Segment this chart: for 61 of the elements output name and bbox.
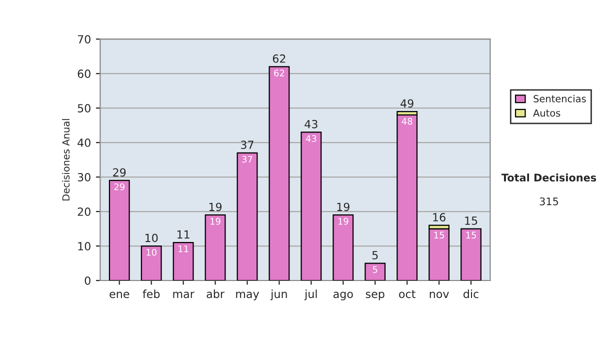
- bar: [140, 245, 162, 280]
- x-tick-label: oct: [399, 290, 416, 298]
- x-tick-label: may: [236, 292, 260, 300]
- x-tick-label: jun: [270, 290, 287, 300]
- data-label: 15: [466, 232, 476, 239]
- bar: [428, 228, 450, 280]
- data-label: 5: [372, 266, 378, 274]
- x-tick-label: ago: [333, 292, 353, 300]
- bar: [236, 152, 258, 280]
- y-tick-label: 50: [78, 104, 90, 112]
- y-tick-label: 0: [84, 276, 90, 285]
- bar: [108, 180, 130, 280]
- total-label: 62: [272, 54, 286, 63]
- y-tick-label: 20: [78, 208, 90, 216]
- bar: [332, 214, 354, 280]
- data-label: 43: [306, 135, 316, 142]
- data-label: 15: [434, 232, 444, 239]
- bar: [364, 262, 386, 280]
- y-tick-label: 10: [78, 242, 90, 250]
- bar: [396, 114, 418, 280]
- x-tick-label: ene: [110, 292, 130, 298]
- total-label: 49: [400, 99, 414, 108]
- x-tick-label: dic: [464, 290, 478, 298]
- total-label: 5: [372, 251, 378, 260]
- data-label: 11: [178, 246, 188, 252]
- x-tick-label: mar: [173, 292, 194, 298]
- y-axis-title: Decisiones Anual: [62, 119, 70, 200]
- data-label: 37: [242, 156, 252, 163]
- bar: [204, 214, 226, 280]
- total-label: 11: [177, 230, 190, 239]
- data-label: 19: [210, 218, 220, 225]
- text: Total Decisiones: [501, 173, 596, 182]
- total-label: 29: [113, 168, 126, 177]
- x-tick-label: feb: [142, 290, 160, 298]
- data-label: 10: [146, 248, 156, 256]
- data-label: 19: [338, 218, 348, 225]
- x-tick-label: sep: [366, 292, 384, 300]
- text: 315: [540, 197, 558, 206]
- data-label: 62: [274, 70, 284, 76]
- legend-label: Sentencias: [534, 94, 586, 102]
- total-label: 37: [241, 140, 254, 150]
- legend-label: Autos: [533, 109, 560, 117]
- bar: [172, 242, 194, 280]
- total-label: 43: [304, 120, 318, 128]
- y-tick-label: 40: [78, 138, 90, 147]
- total-label: 10: [146, 234, 158, 242]
- x-tick-label: nov: [430, 292, 449, 298]
- bar: [300, 132, 322, 280]
- bar: [268, 66, 290, 280]
- x-tick-label: abr: [206, 290, 224, 298]
- y-tick-label: 70: [78, 35, 90, 44]
- data-label: 29: [114, 183, 124, 190]
- y-tick-label: 30: [78, 173, 90, 182]
- x-tick-label: jul: [304, 290, 317, 300]
- bar: [460, 228, 482, 280]
- total-label: 19: [337, 202, 350, 212]
- total-label: 16: [433, 213, 446, 222]
- total-label: 15: [465, 216, 478, 225]
- total-label: 19: [209, 202, 222, 212]
- data-label: 48: [402, 118, 412, 125]
- y-tick-label: 60: [78, 70, 90, 78]
